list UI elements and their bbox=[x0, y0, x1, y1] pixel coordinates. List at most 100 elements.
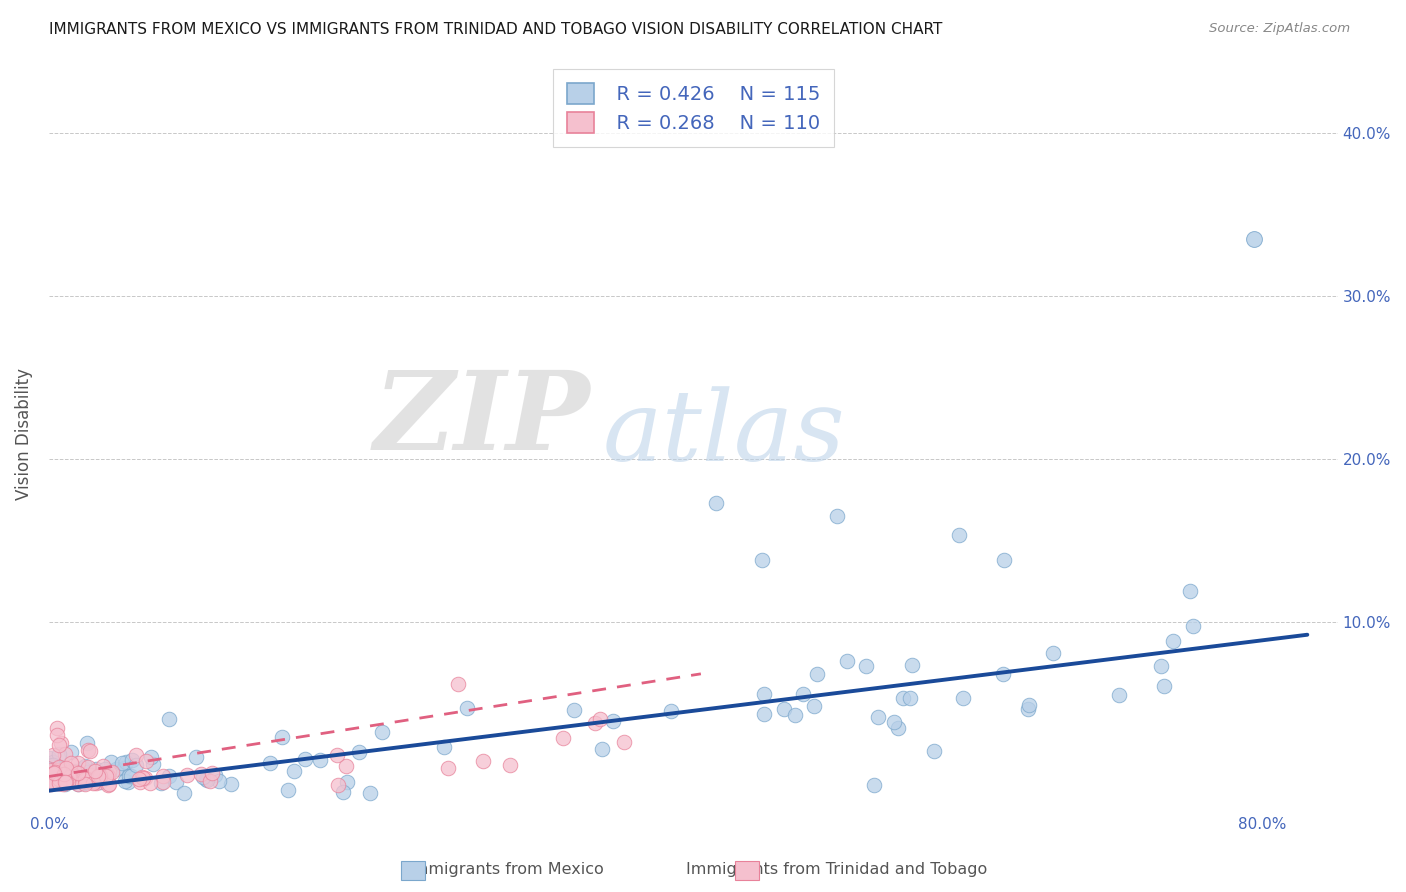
Point bbox=[62, 772, 84, 787]
Point bbox=[53, 764, 76, 779]
Point bbox=[190, 766, 212, 780]
Point bbox=[51, 736, 73, 750]
Point bbox=[803, 699, 825, 714]
Point bbox=[118, 769, 141, 783]
Point bbox=[294, 752, 316, 766]
Point bbox=[75, 777, 97, 791]
Point bbox=[75, 772, 97, 787]
Point bbox=[900, 657, 922, 672]
Point bbox=[993, 553, 1015, 567]
Point bbox=[165, 774, 187, 789]
Point bbox=[38, 777, 60, 791]
Point bbox=[48, 773, 70, 788]
Point bbox=[53, 774, 76, 789]
Point bbox=[48, 772, 70, 787]
Point bbox=[152, 769, 174, 783]
Point bbox=[62, 767, 84, 781]
Point bbox=[49, 764, 72, 778]
Point bbox=[952, 690, 974, 705]
Point bbox=[44, 772, 66, 786]
Point bbox=[659, 704, 682, 718]
Point bbox=[59, 770, 82, 784]
Point bbox=[132, 772, 155, 786]
Y-axis label: Vision Disability: Vision Disability bbox=[15, 368, 32, 500]
Point bbox=[100, 755, 122, 769]
Point bbox=[60, 766, 83, 780]
Point bbox=[41, 767, 63, 781]
Point bbox=[38, 758, 60, 772]
Point bbox=[69, 775, 91, 789]
Point bbox=[104, 762, 127, 776]
Point bbox=[98, 776, 121, 790]
Point bbox=[752, 687, 775, 701]
Point bbox=[79, 767, 101, 781]
Point bbox=[41, 772, 63, 787]
Point bbox=[56, 770, 79, 784]
Point bbox=[891, 690, 914, 705]
Point bbox=[53, 777, 76, 791]
Point bbox=[613, 734, 636, 748]
Point bbox=[204, 768, 226, 782]
Text: atlas: atlas bbox=[603, 387, 846, 482]
Text: IMMIGRANTS FROM MEXICO VS IMMIGRANTS FROM TRINIDAD AND TOBAGO VISION DISABILITY : IMMIGRANTS FROM MEXICO VS IMMIGRANTS FRO… bbox=[49, 22, 942, 37]
Point bbox=[139, 776, 162, 790]
Point bbox=[783, 707, 806, 722]
Point bbox=[117, 775, 139, 789]
Point bbox=[44, 764, 66, 779]
Point bbox=[89, 769, 111, 783]
Point bbox=[898, 691, 921, 706]
Point bbox=[591, 742, 613, 756]
Point bbox=[42, 775, 65, 789]
Point bbox=[1180, 583, 1202, 598]
Point bbox=[75, 773, 97, 788]
Point bbox=[46, 764, 69, 778]
Point bbox=[1243, 232, 1265, 246]
Point bbox=[84, 768, 107, 782]
Point bbox=[76, 736, 98, 750]
Point bbox=[121, 753, 143, 767]
Point bbox=[39, 771, 62, 785]
Point bbox=[75, 768, 97, 782]
Point bbox=[39, 770, 62, 784]
Point bbox=[42, 747, 65, 762]
Point bbox=[827, 508, 849, 523]
Point bbox=[59, 745, 82, 759]
Text: Immigrants from Trinidad and Tobago: Immigrants from Trinidad and Tobago bbox=[686, 863, 987, 877]
Point bbox=[53, 747, 76, 761]
Point bbox=[48, 776, 70, 790]
Point bbox=[42, 776, 65, 790]
Point bbox=[115, 755, 138, 769]
Point bbox=[208, 773, 231, 788]
Point bbox=[56, 775, 79, 789]
Point bbox=[38, 750, 60, 764]
Point bbox=[142, 757, 165, 772]
Point bbox=[49, 767, 72, 781]
Point bbox=[39, 774, 62, 789]
Point bbox=[79, 743, 101, 757]
Point bbox=[44, 771, 66, 785]
Point bbox=[77, 743, 100, 757]
Point bbox=[82, 776, 104, 790]
Point bbox=[772, 702, 794, 716]
Point bbox=[335, 758, 357, 772]
Point bbox=[84, 772, 107, 786]
Point bbox=[1150, 659, 1173, 673]
Point bbox=[433, 739, 456, 754]
Point bbox=[51, 775, 73, 789]
Point bbox=[46, 776, 69, 790]
Point bbox=[87, 769, 110, 783]
Point bbox=[198, 773, 221, 788]
Point bbox=[583, 716, 606, 731]
Point bbox=[94, 769, 117, 783]
Point bbox=[97, 765, 120, 780]
Text: Immigrants from Mexico: Immigrants from Mexico bbox=[408, 863, 605, 877]
Point bbox=[63, 764, 86, 778]
Point bbox=[91, 759, 114, 773]
Point bbox=[128, 772, 150, 786]
Point bbox=[41, 767, 63, 781]
Point bbox=[46, 775, 69, 789]
Point bbox=[76, 772, 98, 786]
Point bbox=[39, 772, 62, 787]
Point bbox=[194, 772, 217, 787]
Point bbox=[83, 764, 105, 778]
